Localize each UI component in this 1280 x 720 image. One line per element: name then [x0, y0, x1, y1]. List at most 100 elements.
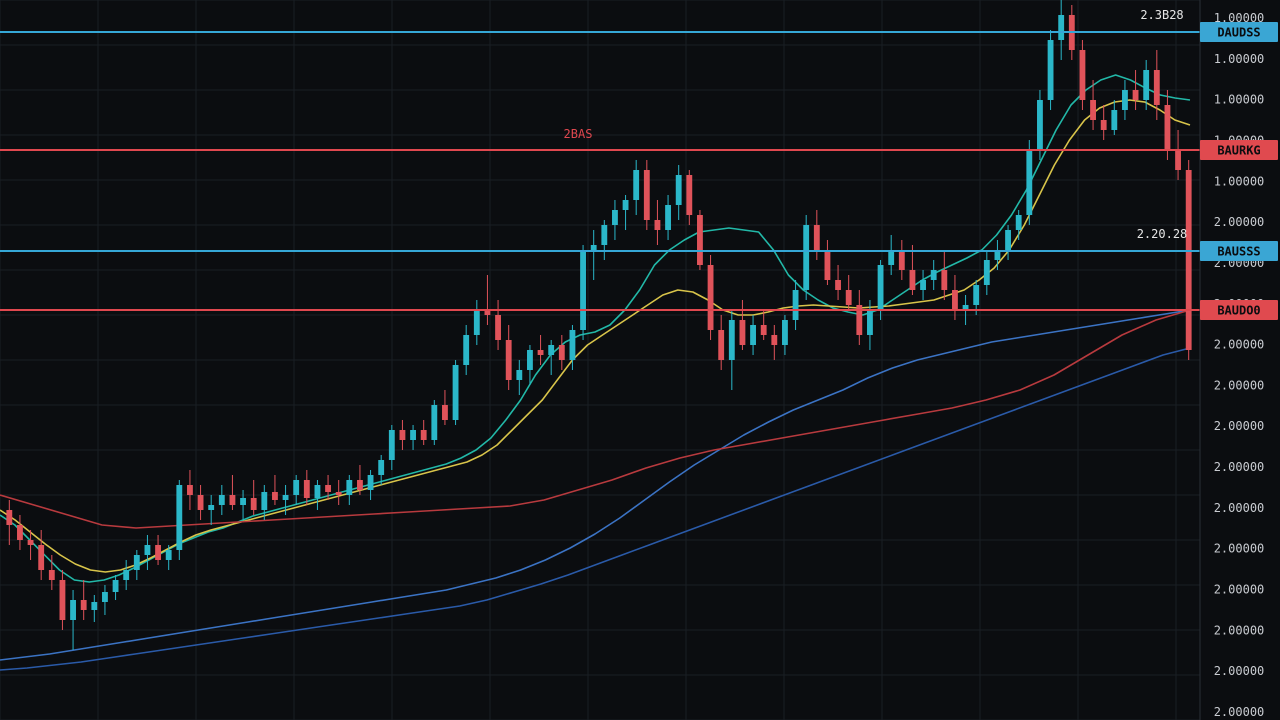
- candle-up: [452, 365, 459, 420]
- candle-down: [1100, 120, 1107, 130]
- moving-averages: [0, 74, 1191, 671]
- candle-up: [665, 205, 671, 230]
- candle-up: [473, 310, 480, 335]
- candle-up: [144, 545, 151, 555]
- candle-down: [707, 265, 714, 330]
- level-tag-text: BAUSSS: [1217, 245, 1260, 259]
- candle-up: [410, 430, 416, 440]
- candle-up: [314, 485, 321, 498]
- candle-down: [325, 485, 331, 492]
- candle-up: [1047, 40, 1054, 100]
- level-note-text: 2.3B28: [1140, 8, 1183, 22]
- candle-down: [1090, 100, 1096, 120]
- price-axis-label: 2.00000: [1214, 542, 1265, 556]
- grid-lines: [0, 0, 1200, 720]
- candle-up: [388, 430, 395, 460]
- candle-up: [527, 350, 533, 370]
- candle-up: [218, 495, 225, 505]
- candle-up: [877, 265, 884, 310]
- moving-average-line: [0, 74, 1191, 583]
- level-tag-box: [1200, 140, 1278, 160]
- candle-down: [442, 405, 448, 420]
- candle-up: [930, 270, 937, 280]
- candle-down: [484, 310, 491, 315]
- candle-up: [1015, 215, 1022, 230]
- candle-up: [431, 405, 438, 440]
- candle-down: [155, 545, 161, 560]
- candle-up: [973, 285, 980, 305]
- level-tag-box: [1200, 241, 1278, 261]
- moving-average-line: [0, 309, 1191, 661]
- candle-up: [282, 495, 289, 500]
- candle-up: [261, 492, 268, 510]
- candle-down: [303, 480, 310, 498]
- candle-down: [686, 175, 693, 215]
- candle-up: [548, 345, 555, 355]
- candle-down: [59, 580, 66, 620]
- price-axis-label: 2.00000: [1214, 664, 1265, 678]
- price-axis-label: 2.00000: [1214, 705, 1265, 719]
- candle-down: [952, 290, 958, 310]
- candle-down: [1153, 70, 1160, 105]
- candle-down: [1185, 170, 1192, 350]
- candle-down: [399, 430, 406, 440]
- price-axis-label: 2.00000: [1214, 583, 1265, 597]
- candle-up: [792, 290, 799, 320]
- candle-down: [760, 325, 767, 335]
- candle-down: [643, 170, 650, 220]
- level-tag-box: [1200, 300, 1278, 320]
- candle-up: [633, 170, 640, 200]
- candle-up: [622, 200, 629, 210]
- candle-up: [91, 602, 98, 610]
- candle-down: [187, 485, 193, 495]
- price-axis-label: 1.00000: [1214, 52, 1265, 66]
- candle-up: [208, 505, 215, 510]
- candle-down: [6, 510, 13, 525]
- level-tag-box: [1200, 22, 1278, 42]
- candle-down: [1132, 90, 1139, 100]
- price-axis-label: 2.00000: [1214, 501, 1265, 515]
- candle-down: [697, 215, 703, 265]
- candle-up: [675, 175, 682, 205]
- candle-down: [898, 250, 905, 270]
- candle-up: [70, 600, 76, 620]
- candle-up: [569, 330, 576, 360]
- candle-down: [558, 345, 565, 360]
- candle-down: [17, 525, 23, 540]
- candle-down: [739, 320, 746, 345]
- candle-down: [335, 492, 342, 495]
- candle-up: [165, 550, 172, 560]
- candle-down: [1175, 150, 1181, 170]
- candle-down: [229, 495, 236, 505]
- candle-up: [346, 480, 353, 495]
- candle-up: [601, 225, 608, 245]
- candle-down: [813, 225, 820, 250]
- candle-down: [654, 220, 661, 230]
- price-axis-label: 1.00000: [1214, 11, 1265, 25]
- candle-down: [1079, 50, 1086, 100]
- candle-down: [80, 600, 87, 610]
- candles: [6, 0, 1192, 650]
- candle-down: [1164, 105, 1171, 150]
- candle-up: [367, 475, 374, 490]
- candle-up: [123, 570, 130, 580]
- candle-up: [1026, 150, 1033, 215]
- level-tag-text: BAUDO0: [1217, 304, 1260, 318]
- moving-average-line: [0, 347, 1191, 671]
- level-tag-text: BAURKG: [1217, 144, 1260, 158]
- candle-up: [176, 485, 183, 550]
- candle-up: [888, 250, 895, 265]
- candle-down: [835, 280, 841, 290]
- candle-down: [495, 315, 501, 340]
- candle-up: [920, 280, 926, 290]
- candle-up: [612, 210, 618, 225]
- candle-up: [378, 460, 385, 475]
- candle-down: [357, 480, 363, 490]
- price-axis-label: 2.00000: [1214, 419, 1265, 433]
- level-note-text: 2.20.28: [1137, 227, 1188, 241]
- candle-down: [856, 305, 863, 335]
- candle-up: [962, 305, 969, 310]
- candle-up: [867, 310, 873, 335]
- price-axis-label: 1.00000: [1214, 93, 1265, 107]
